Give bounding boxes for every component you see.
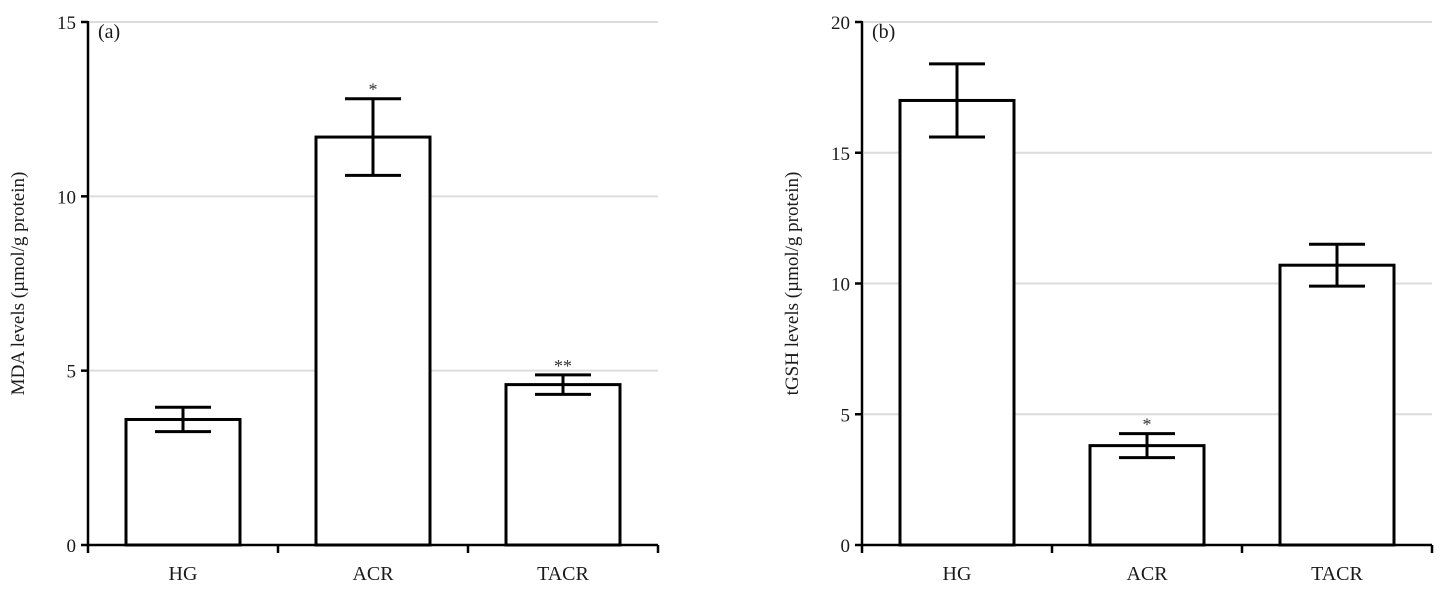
bar-tacr — [1278, 263, 1396, 547]
y-tick-label: 15 — [57, 13, 76, 34]
y-tick-label: 0 — [67, 536, 77, 557]
x-tick-label: ACR — [352, 563, 394, 585]
panel-label: (a) — [98, 21, 120, 43]
x-tick-label: HG — [943, 563, 972, 585]
bar-acr — [314, 135, 432, 547]
bar-tacr — [504, 383, 622, 547]
bar-hg — [124, 417, 242, 547]
x-tick-label: HG — [169, 563, 198, 585]
significance-marker: * — [1143, 415, 1152, 435]
y-axis-label: tGSH levels (µmol/g protein) — [782, 172, 803, 396]
y-tick-label: 15 — [831, 144, 850, 165]
y-tick-label: 10 — [831, 275, 850, 296]
y-tick-label: 0 — [841, 536, 851, 557]
y-tick-label: 20 — [831, 13, 850, 34]
y-axis-label: MDA levels (µmol/g protein) — [8, 172, 29, 396]
significance-marker: ** — [554, 356, 572, 376]
panel-label: (b) — [872, 21, 895, 43]
significance-marker: * — [369, 80, 378, 100]
y-tick-label: 10 — [57, 187, 76, 208]
x-tick-label: ACR — [1126, 563, 1168, 585]
x-tick-label: TACR — [1311, 563, 1363, 585]
x-tick-label: TACR — [537, 563, 589, 585]
chart-panel-a: 0 5 10 15 HG * ACR ** TACR (a) MDA levels (µmol/g … — [8, 13, 660, 585]
y-tick-label: 5 — [67, 362, 77, 383]
bar-hg — [898, 98, 1016, 547]
bar-acr — [1088, 444, 1206, 547]
y-tick-label: 5 — [841, 405, 851, 426]
chart-panel-b: 0 5 10 15 20 HG * ACR TACR (b) tGSH levels (µmol/g… — [782, 13, 1434, 585]
